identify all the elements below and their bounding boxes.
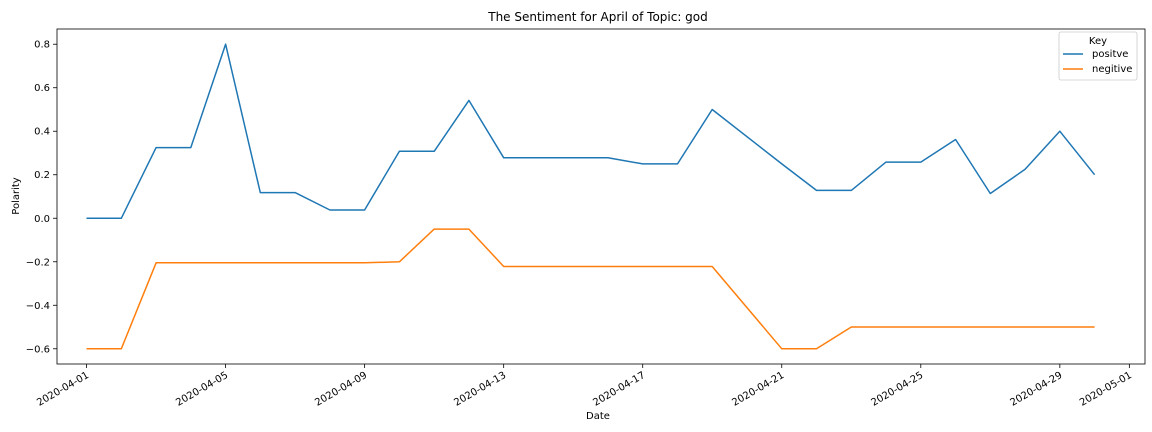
- legend-label-positve: positve: [1092, 49, 1128, 60]
- series-line-positve: [86, 43, 1096, 220]
- legend-label-negitive: negitive: [1092, 64, 1132, 75]
- y-tick-label: 0.2: [34, 170, 50, 181]
- series-line-negitive: [86, 228, 1095, 350]
- x-tick-label: 2020-04-21: [730, 370, 786, 409]
- y-tick-label: 0.0: [34, 214, 50, 225]
- x-tick-label: 2020-05-01: [1078, 370, 1134, 409]
- x-axis-title: Date: [586, 411, 610, 422]
- x-tick-label: 2020-04-05: [174, 370, 230, 409]
- y-axis: −0.6 −0.4 −0.2 0.0 0.2 0.4 0.6 0.8: [26, 40, 57, 355]
- chart-title: The Sentiment for April of Topic: god: [487, 10, 708, 24]
- x-axis: 2020-04-01 2020-04-05 2020-04-09 2020-04-13…: [35, 364, 1134, 409]
- x-tick-label: 2020-04-09: [313, 370, 369, 409]
- y-tick-label: 0.8: [34, 40, 50, 51]
- x-tick-label: 2020-04-17: [591, 370, 647, 409]
- chart-title-group: The Sentiment for April of Topic: god: [487, 10, 708, 24]
- plot-frame: [56, 28, 1146, 365]
- legend-title: Key: [1089, 36, 1107, 47]
- y-tick-label: 0.6: [34, 83, 50, 94]
- x-tick-label: 2020-04-01: [35, 370, 91, 409]
- x-tick-label: 2020-04-13: [452, 370, 508, 409]
- legend-box: [1058, 31, 1138, 81]
- y-tick-label: 0.4: [34, 127, 50, 138]
- y-tick-label: −0.2: [26, 257, 50, 268]
- x-tick-label: 2020-04-25: [869, 370, 925, 409]
- y-axis-title: Polarity: [11, 177, 22, 215]
- x-tick-label: 2020-04-29: [1008, 370, 1064, 409]
- legend: Key positve negitive: [1058, 31, 1138, 81]
- plot-lines: [86, 43, 1096, 350]
- y-tick-label: −0.6: [26, 344, 50, 355]
- y-tick-label: −0.4: [26, 301, 50, 312]
